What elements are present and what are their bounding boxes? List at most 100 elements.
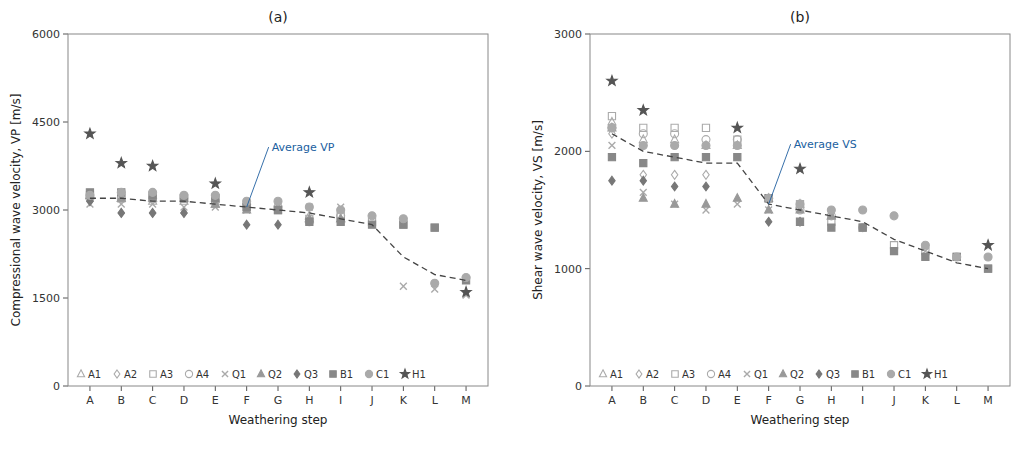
tick-mark — [246, 386, 247, 391]
legend-marker — [114, 370, 120, 378]
point — [953, 253, 961, 261]
tick-label: A — [86, 394, 94, 407]
point — [608, 124, 616, 132]
legend-marker — [707, 370, 714, 377]
point — [210, 178, 220, 188]
annotation: Average VP — [272, 141, 335, 154]
average-line — [612, 134, 988, 269]
tick-label: H — [305, 394, 313, 407]
point — [703, 170, 709, 179]
tick-mark — [63, 122, 68, 123]
title: (b) — [790, 9, 810, 25]
point — [180, 191, 188, 199]
tick-label: H — [827, 394, 835, 407]
figure: (a)01500300045006000ABCDEFGHIJKLMWeather… — [0, 0, 1024, 449]
point — [953, 253, 960, 260]
legend-marker — [779, 370, 786, 377]
point — [305, 203, 313, 211]
plot-area — [85, 128, 471, 298]
tick-mark — [956, 386, 957, 391]
legend-label: A2 — [646, 369, 659, 380]
tick-mark — [894, 386, 895, 391]
tick-label: I — [861, 394, 864, 407]
tick-mark — [768, 386, 769, 391]
series — [87, 201, 470, 299]
point — [275, 220, 281, 229]
point — [86, 191, 94, 199]
legend-marker — [185, 370, 192, 377]
point — [306, 204, 313, 211]
point — [368, 212, 376, 220]
axis-label: Weathering step — [229, 413, 328, 427]
legend-label: A2 — [124, 369, 137, 380]
point — [118, 209, 124, 218]
tick-mark — [403, 386, 404, 391]
legend-label: Q2 — [790, 369, 804, 380]
point — [211, 191, 219, 199]
legend-label: Q3 — [304, 369, 318, 380]
point — [765, 205, 773, 213]
tick-label: 3000 — [32, 204, 60, 217]
point — [431, 224, 438, 231]
point — [671, 182, 677, 191]
point — [671, 200, 679, 208]
legend-label: B1 — [862, 369, 875, 380]
series — [607, 76, 993, 250]
point — [796, 218, 803, 225]
tick-label: M — [461, 394, 471, 407]
series — [87, 197, 187, 218]
point — [399, 215, 407, 223]
legend-label: A3 — [682, 369, 695, 380]
annotation: Average VS — [794, 138, 857, 151]
point — [733, 194, 741, 202]
legend-marker — [222, 371, 228, 377]
point — [953, 253, 960, 260]
point — [671, 170, 677, 179]
point — [431, 224, 438, 231]
tick-label: B — [640, 394, 648, 407]
legend-marker — [257, 370, 264, 377]
legend-marker — [744, 371, 750, 377]
legend-label: Q1 — [754, 369, 768, 380]
point — [733, 141, 741, 149]
series — [86, 189, 469, 284]
tick-mark — [862, 386, 863, 391]
background — [0, 0, 1024, 449]
legend-label: A1 — [88, 369, 101, 380]
series — [608, 124, 992, 261]
point — [400, 283, 407, 290]
point — [922, 253, 929, 260]
point — [671, 141, 679, 149]
legend-label: Q1 — [232, 369, 246, 380]
tick-label: I — [339, 394, 342, 407]
point — [859, 224, 867, 232]
tick-mark — [63, 210, 68, 211]
annotation-line — [769, 144, 791, 204]
point — [703, 182, 709, 191]
point — [796, 200, 804, 208]
point — [765, 217, 771, 226]
tick-mark — [278, 386, 279, 391]
point — [304, 187, 314, 197]
legend-label: H1 — [412, 369, 426, 380]
series — [86, 188, 470, 287]
tick-label: D — [180, 394, 188, 407]
series — [609, 176, 803, 226]
point — [608, 154, 615, 161]
legend-marker — [330, 371, 336, 377]
point — [607, 76, 617, 86]
legend: A1A2A3A4Q1Q2Q3B1C1H1 — [77, 369, 425, 380]
point — [609, 142, 616, 149]
series — [608, 113, 991, 273]
legend: A1A2A3A4Q1Q2Q3B1C1H1 — [599, 369, 947, 380]
legend-marker — [294, 370, 300, 378]
tick-label: J — [891, 394, 895, 407]
tick-label: G — [274, 394, 283, 407]
legend-marker — [672, 371, 678, 377]
series — [86, 192, 438, 231]
tick-label: 3000 — [554, 28, 582, 41]
axis-label: Compressional wave velocity, VP [m/s] — [9, 94, 23, 327]
point — [149, 209, 155, 218]
legend-label: H1 — [934, 369, 948, 380]
tick-mark — [705, 386, 706, 391]
